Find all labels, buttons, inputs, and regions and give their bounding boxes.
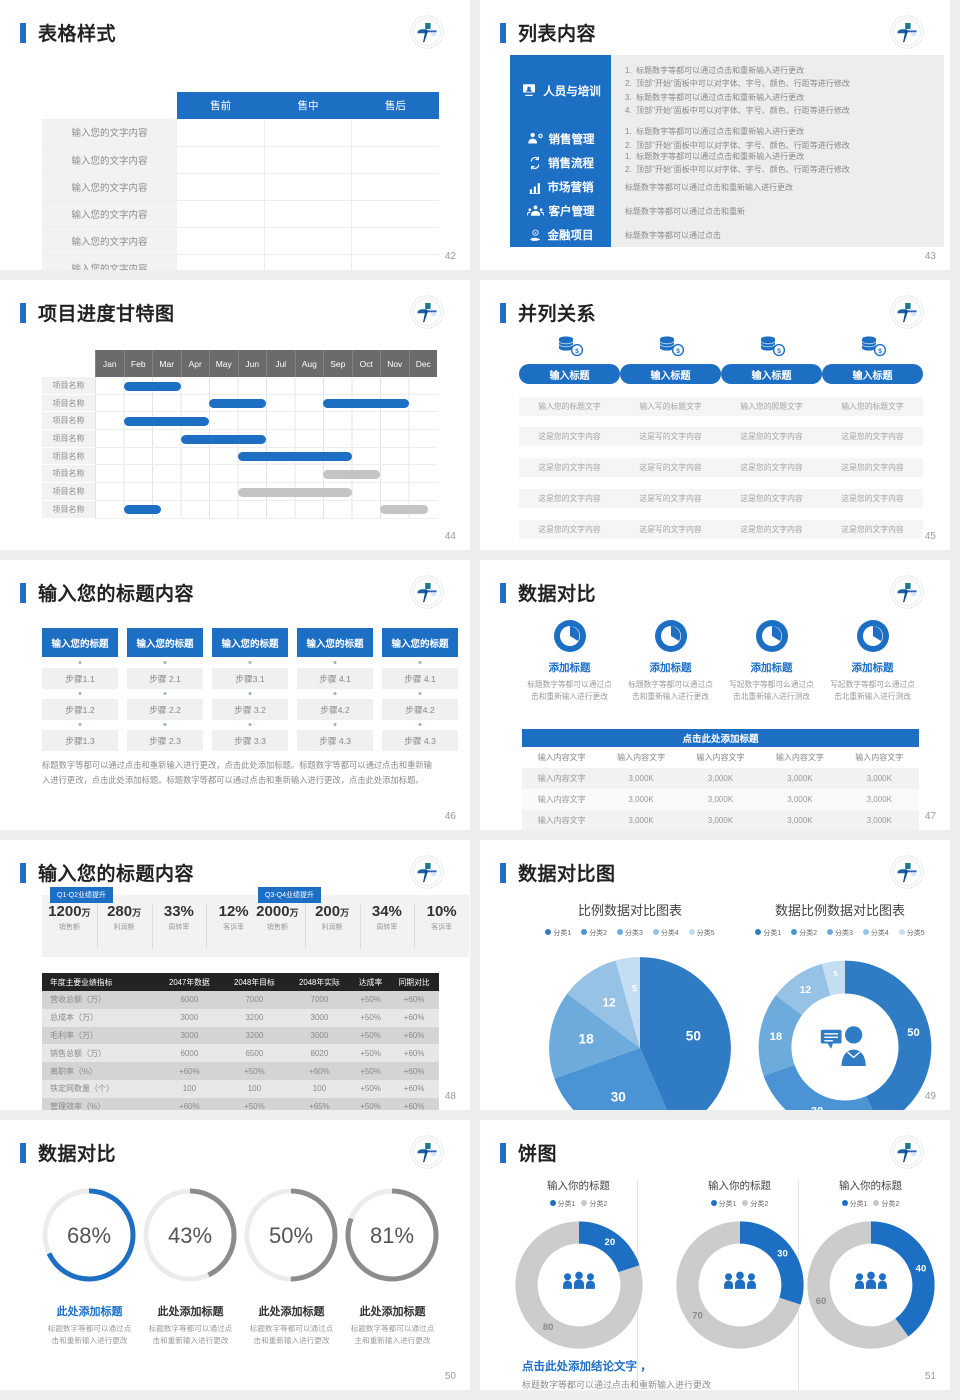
svg-text:$: $ xyxy=(575,348,579,355)
svg-text:12: 12 xyxy=(603,996,617,1010)
svg-text:80: 80 xyxy=(542,1322,553,1333)
svg-text:70: 70 xyxy=(692,1310,703,1321)
svg-text:68%: 68% xyxy=(67,1223,111,1248)
svg-text:$: $ xyxy=(878,348,882,355)
svg-text:50: 50 xyxy=(686,1029,702,1044)
svg-text:40: 40 xyxy=(915,1263,926,1274)
svg-text:18: 18 xyxy=(770,1031,782,1043)
svg-text:5: 5 xyxy=(632,984,637,994)
svg-text:50: 50 xyxy=(907,1027,919,1039)
svg-text:20: 20 xyxy=(604,1237,615,1248)
svg-text:43%: 43% xyxy=(168,1223,212,1248)
svg-text:5: 5 xyxy=(833,969,838,978)
svg-text:12: 12 xyxy=(800,985,812,996)
svg-text:$: $ xyxy=(676,348,680,355)
svg-text:18: 18 xyxy=(579,1031,595,1046)
svg-text:60: 60 xyxy=(815,1296,826,1307)
svg-text:¥: ¥ xyxy=(534,231,536,235)
svg-text:30: 30 xyxy=(811,1106,823,1110)
svg-text:$: $ xyxy=(777,348,781,355)
svg-text:30: 30 xyxy=(777,1249,788,1260)
svg-text:50%: 50% xyxy=(269,1223,313,1248)
svg-text:30: 30 xyxy=(611,1090,627,1105)
svg-text:81%: 81% xyxy=(370,1223,414,1248)
